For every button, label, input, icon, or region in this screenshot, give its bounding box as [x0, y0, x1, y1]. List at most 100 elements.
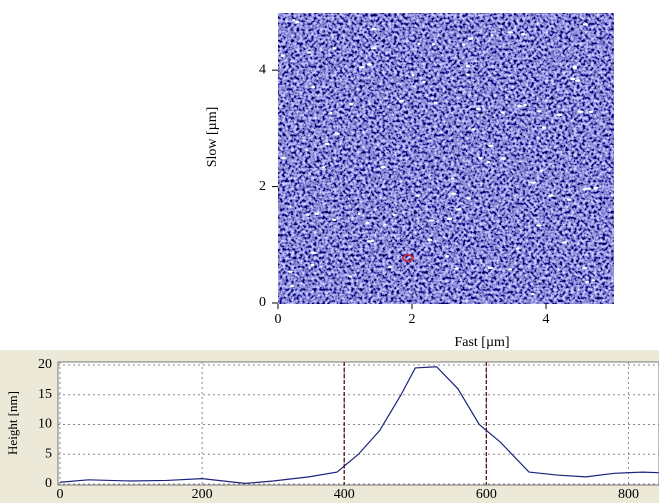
grain — [280, 156, 286, 160]
cursor-marker — [402, 254, 414, 262]
grain — [582, 188, 588, 191]
grain — [500, 111, 505, 114]
grain — [454, 267, 459, 270]
grain — [577, 110, 584, 113]
x-tick-label: 2 — [409, 312, 416, 327]
grain — [314, 212, 320, 215]
grain — [370, 47, 377, 50]
x-tick-label: 800 — [618, 487, 639, 502]
grain — [567, 198, 572, 201]
grain — [371, 27, 377, 31]
grain — [387, 265, 392, 269]
grain — [287, 270, 293, 273]
grain — [348, 275, 353, 278]
grain — [329, 111, 333, 115]
y-tick-label: 15 — [38, 387, 52, 402]
y-tick-label: 0 — [45, 476, 52, 491]
grain — [530, 292, 535, 296]
image-x-label: Fast [µm] — [454, 335, 509, 350]
grain — [358, 66, 365, 69]
grain — [383, 223, 387, 226]
grain — [456, 208, 462, 211]
grain — [572, 66, 577, 70]
grain — [585, 280, 590, 284]
x-tick-label: 4 — [543, 312, 550, 327]
y-tick-label: 20 — [38, 357, 52, 372]
grain — [366, 221, 370, 225]
x-tick-label: 400 — [334, 487, 355, 502]
grain — [586, 187, 592, 190]
grain — [357, 212, 361, 216]
grain — [461, 43, 466, 46]
afm-image — [278, 13, 614, 304]
y-tick-label: 5 — [45, 446, 52, 461]
grain — [295, 20, 300, 24]
grain — [575, 79, 581, 82]
x-tick-label: 200 — [192, 487, 213, 502]
grain — [292, 19, 296, 22]
grain — [508, 268, 513, 271]
grain — [593, 186, 599, 189]
grain — [324, 142, 330, 146]
grain — [392, 213, 396, 216]
grain — [380, 165, 386, 169]
y-tick-label: 10 — [38, 417, 52, 432]
grain — [478, 156, 483, 160]
grain — [366, 63, 373, 66]
grain — [429, 219, 435, 222]
grain — [349, 102, 354, 106]
grain — [398, 99, 404, 103]
grain — [561, 241, 568, 244]
grain — [332, 218, 337, 222]
x-tick-label: 0 — [57, 487, 64, 502]
grain — [465, 197, 471, 200]
x-tick-label: 600 — [476, 487, 497, 502]
grain — [431, 43, 436, 46]
y-tick-label: 2 — [259, 179, 266, 194]
profile-plot-area — [58, 362, 659, 485]
grain — [450, 192, 457, 195]
grain — [516, 247, 520, 250]
grain — [307, 51, 312, 54]
plot-frame — [57, 361, 659, 486]
profile-y-label: Height [nm] — [5, 391, 20, 455]
grain — [475, 107, 481, 111]
grain — [290, 284, 294, 288]
grain — [310, 251, 317, 255]
profile-line — [59, 366, 659, 485]
grain — [310, 263, 315, 267]
grain — [433, 101, 438, 104]
grain — [588, 110, 594, 114]
grain — [582, 23, 589, 26]
grain — [517, 104, 522, 108]
grain — [427, 238, 433, 242]
image-y-label: Slow [µm] — [205, 107, 220, 168]
grain — [466, 73, 470, 76]
grain — [539, 169, 544, 172]
y-tick-label: 0 — [259, 295, 266, 310]
grain — [547, 194, 554, 197]
grain — [536, 224, 542, 227]
grain — [507, 31, 514, 34]
grain — [569, 77, 576, 81]
grain — [520, 33, 526, 36]
grain — [306, 213, 310, 216]
grain — [490, 34, 494, 37]
grain — [447, 217, 453, 221]
grain — [591, 279, 595, 282]
grain — [332, 47, 337, 50]
grain — [537, 110, 541, 113]
grain — [417, 42, 421, 45]
grain — [280, 54, 285, 58]
grain — [582, 266, 587, 270]
grain — [445, 255, 450, 258]
grain — [488, 144, 494, 148]
grain — [467, 37, 474, 40]
grain — [523, 103, 527, 107]
grain — [465, 65, 471, 68]
grain — [416, 194, 420, 197]
grain — [471, 128, 476, 131]
grain — [334, 132, 340, 135]
y-tick-label: 4 — [259, 62, 266, 77]
